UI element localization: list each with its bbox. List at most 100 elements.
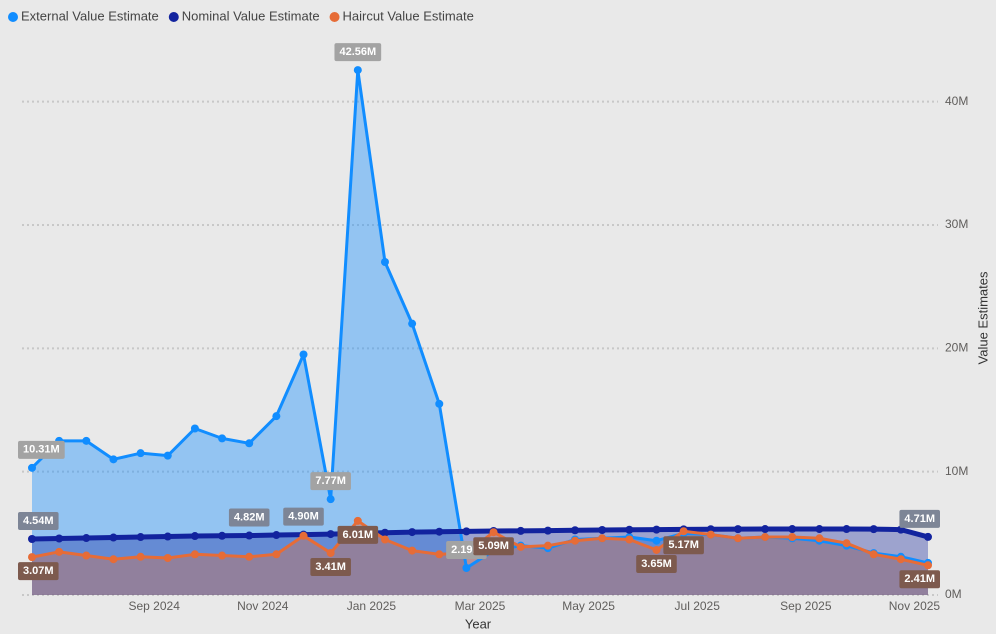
point bbox=[218, 434, 227, 443]
legend: External Value Estimate Nominal Value Est… bbox=[8, 8, 474, 23]
point bbox=[733, 534, 742, 543]
area bbox=[32, 70, 928, 596]
point bbox=[761, 525, 770, 534]
point bbox=[571, 526, 580, 535]
point bbox=[462, 527, 471, 536]
value-label-box bbox=[18, 562, 59, 581]
point bbox=[326, 530, 335, 539]
point bbox=[896, 555, 905, 564]
point bbox=[462, 563, 471, 572]
point bbox=[408, 546, 417, 555]
point bbox=[272, 531, 281, 540]
point bbox=[408, 319, 417, 328]
point bbox=[272, 412, 281, 421]
value-label-text: 4.82M bbox=[234, 511, 265, 523]
line bbox=[31, 526, 929, 542]
value-label-text: 3.07M bbox=[23, 565, 54, 577]
value-label-box bbox=[663, 536, 704, 555]
point bbox=[109, 455, 118, 464]
point bbox=[924, 561, 932, 570]
value-label: 7.77M bbox=[310, 472, 351, 491]
value-label-text: 3.65M bbox=[641, 558, 672, 570]
value-label-box bbox=[283, 507, 324, 526]
value-label-box bbox=[310, 557, 351, 576]
x-tick-label: Nov 2025 bbox=[889, 599, 941, 613]
point bbox=[788, 525, 797, 534]
y-tick-label: 10M bbox=[945, 464, 968, 478]
value-label-text: 2.41M bbox=[904, 573, 935, 585]
point bbox=[353, 516, 362, 525]
legend-label: External Value Estimate bbox=[21, 8, 159, 23]
point bbox=[625, 525, 634, 534]
point bbox=[28, 463, 36, 472]
point bbox=[82, 436, 91, 445]
point bbox=[55, 534, 64, 543]
point bbox=[163, 451, 172, 460]
point bbox=[190, 550, 199, 559]
value-label-box bbox=[310, 472, 351, 491]
value-label-box bbox=[228, 508, 270, 527]
point bbox=[109, 533, 118, 542]
point bbox=[380, 528, 389, 537]
point bbox=[598, 534, 607, 543]
y-tick-label: 0M bbox=[945, 587, 962, 601]
value-label-text: 4.90M bbox=[288, 510, 319, 522]
point bbox=[815, 525, 824, 534]
point bbox=[353, 66, 362, 75]
x-tick-label: Jul 2025 bbox=[675, 599, 721, 613]
legend-marker bbox=[329, 12, 340, 22]
point bbox=[408, 528, 417, 537]
point bbox=[163, 532, 172, 541]
value-label-box bbox=[636, 554, 677, 573]
value-label: 3.65M bbox=[636, 554, 677, 573]
point bbox=[326, 548, 335, 557]
value-label: 5.09M bbox=[473, 537, 514, 556]
point bbox=[380, 258, 389, 266]
y-tick-label: 40M bbox=[945, 94, 968, 108]
value-label-box bbox=[899, 509, 940, 528]
value-label: 6.01M bbox=[337, 525, 379, 544]
value-label: 2.41M bbox=[899, 570, 940, 589]
point bbox=[299, 531, 308, 540]
value-label: 42.56M bbox=[334, 43, 382, 62]
point bbox=[299, 350, 308, 359]
value-label-box bbox=[18, 512, 59, 531]
value-label: 3.41M bbox=[310, 557, 351, 576]
point bbox=[869, 525, 878, 534]
point bbox=[652, 545, 661, 554]
point bbox=[625, 535, 634, 544]
y-tick-label: 20M bbox=[945, 341, 968, 355]
point bbox=[82, 551, 91, 560]
value-label: 4.90M bbox=[283, 507, 324, 526]
point bbox=[136, 552, 145, 561]
point bbox=[380, 535, 389, 544]
value-label-box bbox=[334, 43, 382, 62]
value-label-text: 5.17M bbox=[668, 539, 699, 551]
point bbox=[55, 547, 64, 556]
legend-label: Haircut Value Estimate bbox=[343, 8, 474, 23]
point bbox=[245, 439, 254, 448]
point bbox=[489, 528, 498, 537]
point bbox=[842, 539, 851, 548]
value-label-text: 3.41M bbox=[315, 561, 346, 573]
value-label-text: 7.77M bbox=[315, 475, 346, 487]
value-label-text: 4.54M bbox=[23, 515, 54, 527]
point bbox=[543, 541, 552, 550]
point bbox=[190, 424, 199, 433]
value-label-box bbox=[899, 570, 940, 589]
x-tick-label: Sep 2025 bbox=[780, 599, 832, 613]
point bbox=[598, 526, 607, 535]
y-tick-label: 30M bbox=[945, 217, 968, 231]
legend-marker bbox=[8, 12, 18, 22]
point bbox=[435, 399, 444, 408]
point bbox=[679, 527, 688, 536]
point bbox=[543, 526, 552, 535]
point bbox=[272, 550, 281, 559]
point bbox=[28, 553, 36, 562]
x-tick-label: Sep 2024 bbox=[128, 599, 180, 613]
point bbox=[28, 535, 36, 544]
point bbox=[652, 536, 661, 545]
x-tick-label: Mar 2025 bbox=[455, 599, 506, 613]
x-tick-label: Nov 2024 bbox=[237, 599, 289, 613]
value-label-box bbox=[473, 537, 514, 556]
